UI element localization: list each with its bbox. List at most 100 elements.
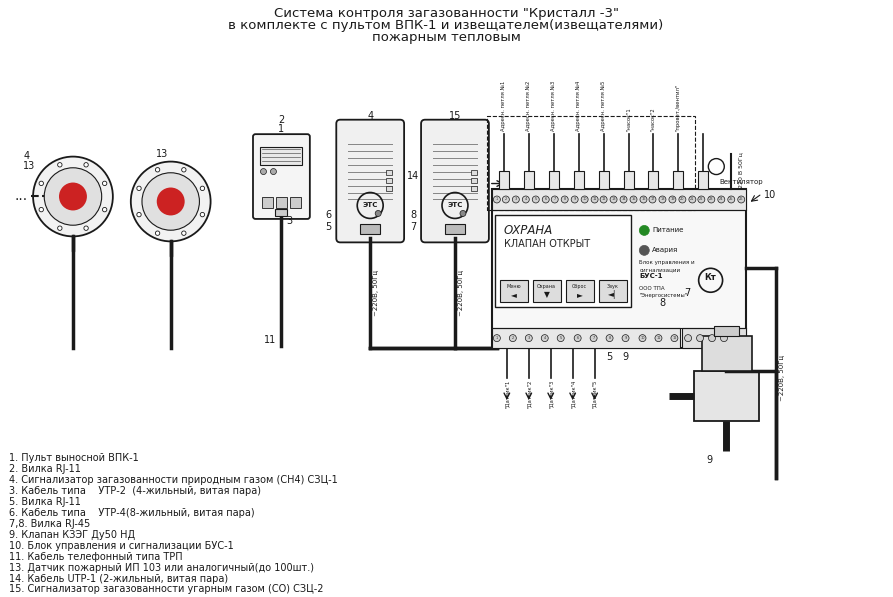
Text: 17: 17: [650, 198, 655, 201]
Bar: [623, 171, 633, 189]
Circle shape: [39, 207, 44, 212]
Text: 7,8. Вилка RJ-45: 7,8. Вилка RJ-45: [9, 519, 90, 529]
Circle shape: [509, 335, 516, 341]
Text: 9: 9: [622, 352, 629, 362]
Circle shape: [503, 196, 509, 203]
Text: ◄: ◄: [511, 290, 517, 298]
Text: "Датчик"2: "Датчик"2: [526, 380, 531, 408]
Circle shape: [649, 196, 656, 203]
Text: 5: 5: [325, 223, 331, 232]
Text: Меню: Меню: [506, 284, 522, 289]
Text: 11: 11: [656, 336, 661, 340]
Circle shape: [728, 196, 735, 203]
Circle shape: [557, 335, 564, 341]
Text: ▼: ▼: [544, 290, 550, 298]
Bar: [495, 216, 631, 307]
Text: 5. Вилка RJ-11: 5. Вилка RJ-11: [9, 497, 81, 507]
Text: ООО ТПА: ООО ТПА: [639, 286, 665, 291]
Text: 9. Клапан КЗЭГ Ду50 НД: 9. Клапан КЗЭГ Ду50 НД: [9, 530, 135, 540]
Text: ЭТС: ЭТС: [363, 202, 378, 208]
Text: 8: 8: [563, 198, 566, 201]
Text: ~220В, 50Гц: ~220В, 50Гц: [373, 270, 380, 316]
Circle shape: [142, 173, 199, 230]
Text: 26: 26: [739, 198, 744, 201]
Text: Адресн. петля №2: Адресн. петля №2: [526, 80, 531, 131]
Circle shape: [697, 335, 704, 341]
Text: Авария: Авария: [652, 247, 679, 253]
Circle shape: [655, 335, 662, 341]
Text: Адресн. петля №1: Адресн. петля №1: [501, 80, 506, 131]
Bar: [277, 198, 288, 208]
Bar: [698, 171, 708, 189]
Text: ОХРАНА: ОХРАНА: [504, 224, 553, 237]
Text: 2. Вилка RJ-11: 2. Вилка RJ-11: [9, 464, 81, 474]
Text: БУС-1: БУС-1: [639, 273, 663, 279]
Text: пожарным тепловым: пожарным тепловым: [371, 31, 521, 44]
Bar: [648, 171, 658, 189]
Circle shape: [181, 168, 186, 172]
Text: 7: 7: [410, 223, 416, 232]
Text: 4: 4: [525, 198, 527, 201]
Bar: [714, 326, 739, 336]
Text: 14: 14: [407, 171, 420, 180]
Bar: [695, 371, 759, 421]
Circle shape: [84, 226, 88, 230]
Text: "Датчик"3: "Датчик"3: [548, 380, 554, 408]
Text: 8: 8: [410, 210, 416, 220]
Text: 13. Датчик пожарный ИП 103 или аналогичный(до 100шт.): 13. Датчик пожарный ИП 103 или аналогичн…: [9, 562, 314, 573]
Circle shape: [39, 181, 44, 186]
Text: ~220В, 50Гц: ~220В, 50Гц: [458, 270, 464, 316]
Text: "провет./вентил": "провет./вентил": [676, 84, 680, 131]
Circle shape: [84, 162, 88, 167]
Text: 12: 12: [672, 336, 677, 340]
Text: 15. Сигнализатор загазованности угарным газом (СО) СЗЦ-2: 15. Сигнализатор загазованности угарным …: [9, 584, 323, 595]
Bar: [702, 336, 752, 371]
Text: Адресн. петля №5: Адресн. петля №5: [601, 80, 606, 131]
Bar: [386, 186, 392, 190]
Circle shape: [671, 335, 678, 341]
Circle shape: [137, 213, 141, 217]
FancyBboxPatch shape: [337, 119, 405, 242]
Text: "насос"1: "насос"1: [626, 107, 631, 131]
Text: 15: 15: [449, 110, 461, 121]
Circle shape: [708, 335, 715, 341]
Text: 6: 6: [577, 336, 579, 340]
Circle shape: [532, 196, 539, 203]
Circle shape: [33, 156, 113, 236]
Circle shape: [738, 196, 745, 203]
Text: 24: 24: [719, 198, 723, 201]
Bar: [533, 280, 561, 302]
FancyBboxPatch shape: [421, 119, 488, 242]
Text: ...: ...: [15, 189, 28, 204]
Circle shape: [591, 196, 598, 203]
Bar: [548, 171, 559, 189]
Text: 9: 9: [624, 336, 627, 340]
Text: 3: 3: [528, 336, 530, 340]
Bar: [471, 170, 477, 174]
Circle shape: [157, 187, 185, 216]
Circle shape: [493, 335, 500, 341]
Text: Звук: Звук: [606, 284, 619, 289]
Text: 13: 13: [612, 198, 616, 201]
Text: 10: 10: [640, 336, 645, 340]
Circle shape: [679, 196, 686, 203]
Text: 11: 11: [263, 335, 276, 345]
Text: 3: 3: [514, 198, 517, 201]
Text: 4: 4: [367, 110, 373, 121]
Circle shape: [493, 196, 500, 203]
Text: 1: 1: [279, 124, 285, 134]
Circle shape: [261, 168, 266, 174]
Text: в комплекте с пультом ВПК-1 и извещателем(извещателями): в комплекте с пультом ВПК-1 и извещателе…: [229, 19, 663, 32]
Text: 8: 8: [659, 298, 665, 308]
Circle shape: [639, 335, 646, 341]
Text: 10: 10: [764, 190, 776, 201]
Text: 18: 18: [660, 198, 664, 201]
Text: 6: 6: [545, 198, 547, 201]
Circle shape: [103, 207, 107, 212]
Text: ЭТС: ЭТС: [447, 202, 463, 208]
Text: "Датчик"5: "Датчик"5: [592, 380, 597, 408]
Text: 25: 25: [729, 198, 733, 201]
Text: Кт: Кт: [705, 273, 716, 282]
Circle shape: [630, 196, 637, 203]
Bar: [263, 198, 273, 208]
